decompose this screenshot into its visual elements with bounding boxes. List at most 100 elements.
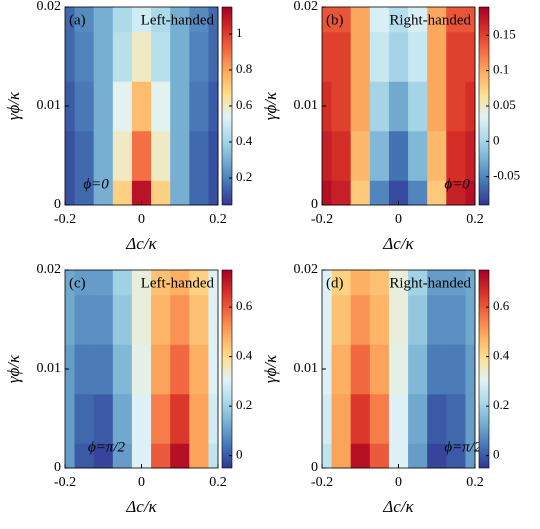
heatmap-cell	[208, 31, 219, 82]
heatmap-cell	[65, 393, 76, 444]
x-tick-label: 0	[138, 475, 145, 490]
heatmap-cell	[388, 344, 409, 395]
heatmap-cell	[208, 180, 219, 206]
y-tick-label: 0.02	[37, 262, 62, 277]
panel-title: Left-handed	[141, 275, 215, 291]
panel-title: Right-handed	[389, 275, 471, 291]
colorbar-tick-label: 0.05	[493, 97, 516, 112]
heatmap-cell	[131, 31, 152, 82]
heatmap-cell	[131, 443, 152, 469]
heatmap-cell	[388, 7, 409, 33]
colorbar-tick-label: 0	[493, 132, 500, 147]
heatmap-cell	[331, 31, 352, 82]
heatmap-cell	[208, 344, 219, 395]
heatmap-cell	[208, 130, 219, 181]
heatmap-cell	[408, 443, 428, 469]
x-tick-label: 0.2	[466, 475, 484, 490]
heatmap-cell	[465, 294, 476, 345]
heatmap-cell	[189, 81, 209, 132]
heatmap-cell	[427, 294, 447, 345]
heatmap-cell	[151, 31, 171, 82]
heatmap-cell	[189, 180, 209, 206]
colorbar-tick-label: 0.2	[236, 397, 252, 412]
heatmap-cell	[369, 393, 390, 444]
heatmap-cell	[112, 180, 133, 206]
colorbar-tick-label: 0.6	[493, 298, 510, 313]
heatmap-cell	[208, 81, 219, 132]
heatmap-cell	[151, 443, 171, 469]
heatmap-cell	[446, 344, 466, 395]
x-axis-label: Δc/κ	[382, 234, 414, 253]
heatmap-cell	[65, 180, 76, 206]
heatmap-cell	[74, 344, 95, 395]
heatmap-cell	[65, 31, 76, 82]
heatmap-cell	[369, 294, 390, 345]
y-tick-label: 0.02	[294, 0, 319, 14]
x-tick-label: 0.2	[209, 212, 227, 227]
x-axis-label: Δc/κ	[382, 497, 414, 516]
heatmap-cell	[112, 31, 133, 82]
heatmap-cell	[427, 443, 447, 469]
heatmap-cell	[208, 393, 219, 444]
heatmap-cell	[131, 81, 152, 132]
heatmap-cell	[112, 443, 133, 469]
heatmap-cell	[331, 294, 352, 345]
heatmap-cell	[322, 294, 333, 345]
heatmap-cell	[427, 393, 447, 444]
heatmap-cell	[369, 130, 390, 181]
y-axis-label: γϕ/κ	[261, 354, 280, 383]
y-tick-label: 0	[311, 197, 318, 212]
heatmap-cell	[151, 130, 171, 181]
heatmap-cell	[350, 344, 371, 395]
heatmap-cell	[131, 270, 152, 296]
heatmap-cell	[170, 270, 190, 296]
heatmap-cell	[427, 270, 447, 296]
heatmap-cell	[427, 344, 447, 395]
colorbar	[478, 269, 490, 469]
heatmap-cell	[131, 294, 152, 345]
heatmap-cell	[170, 31, 190, 82]
heatmap-cell	[151, 270, 171, 296]
heatmap-cell	[208, 270, 219, 296]
heatmap-cell	[465, 393, 476, 444]
heatmap-cell	[170, 180, 190, 206]
heatmap-cell	[427, 130, 447, 181]
heatmap-cell	[446, 130, 466, 181]
heatmap-cell	[465, 130, 476, 181]
x-tick-label: 0	[395, 475, 402, 490]
heatmap-cell	[65, 81, 76, 132]
y-tick-label: 0.01	[37, 98, 62, 113]
heatmap-cell	[74, 270, 95, 296]
heatmap-cell	[446, 393, 466, 444]
y-tick-label: 0	[54, 197, 61, 212]
heatmap-cell	[322, 31, 333, 82]
heatmap-cell	[74, 180, 95, 206]
heatmap-cell	[322, 270, 333, 296]
heatmap-cell	[331, 393, 352, 444]
heatmap-cell	[331, 344, 352, 395]
heatmap-cell	[369, 81, 390, 132]
heatmap-cell	[65, 130, 76, 181]
heatmap-cell	[151, 180, 171, 206]
heatmap-cell	[93, 31, 114, 82]
colorbar-tick-label: 0	[236, 447, 243, 462]
heatmap-cell	[322, 81, 333, 132]
heatmap-cell	[331, 7, 352, 33]
heatmap-cell	[350, 294, 371, 345]
heatmap-cell	[151, 7, 171, 33]
x-axis-label: Δc/κ	[125, 234, 157, 253]
heatmap-cell	[65, 294, 76, 345]
heatmap-cell	[208, 443, 219, 469]
heatmap-cell	[65, 344, 76, 395]
heatmap-cell	[74, 294, 95, 345]
heatmap-cell	[151, 393, 171, 444]
heatmap-cell	[369, 180, 390, 206]
heatmap-cell	[369, 31, 390, 82]
heatmap-cell	[151, 294, 171, 345]
heatmap-cell	[427, 180, 447, 206]
heatmap-cell	[170, 344, 190, 395]
heatmap-cell	[93, 7, 114, 33]
heatmap-cell	[65, 443, 76, 469]
colorbar-tick-label: 0.1	[493, 62, 509, 77]
heatmap-cell	[369, 7, 390, 33]
